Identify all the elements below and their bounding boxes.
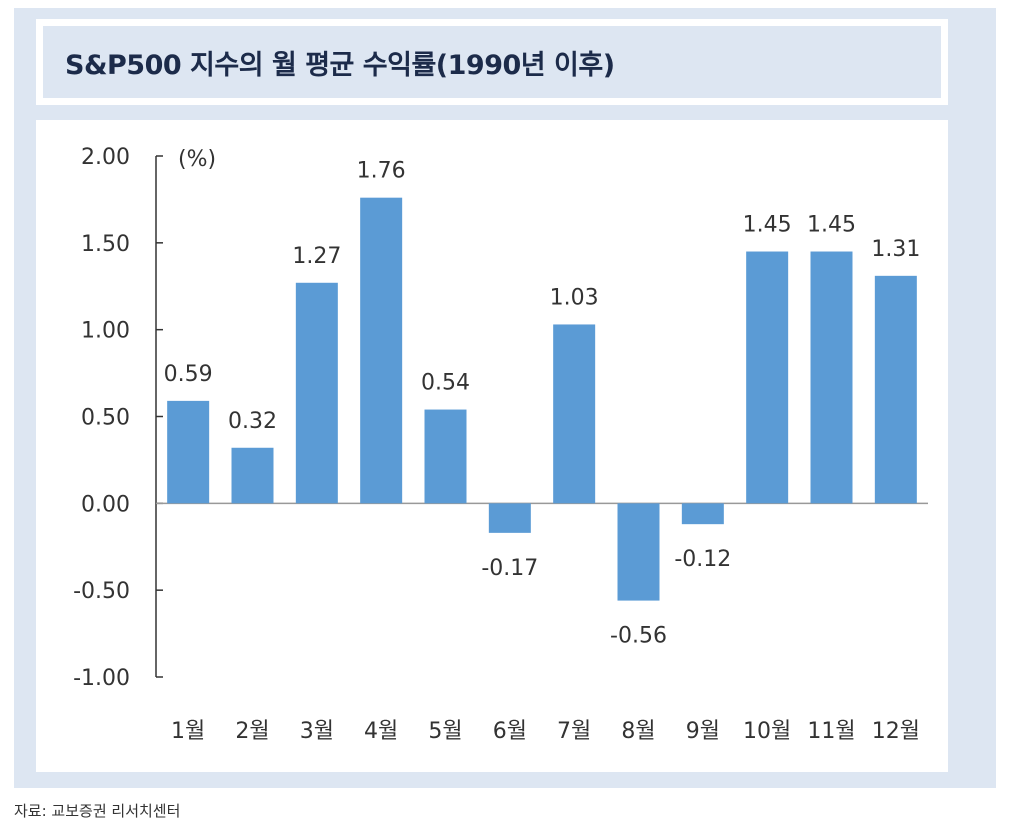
bar [488,503,531,533]
y-tick-label: 0.50 [81,406,130,431]
x-tick-label: 4월 [364,719,398,744]
data-label: 1.03 [550,285,599,310]
x-tick-label: 2월 [235,719,269,744]
data-label: -0.12 [674,547,731,572]
x-tick-label: 9월 [686,719,720,744]
y-tick-label: -0.50 [73,579,130,604]
data-label: 1.27 [292,244,341,269]
bar [874,275,917,504]
y-tick-label: 2.00 [81,145,130,170]
y-axis-unit-label: (%) [178,147,216,172]
data-label: -0.17 [481,556,538,581]
x-tick-label: 1월 [171,719,205,744]
data-label: 1.45 [807,213,856,238]
data-label: 0.32 [228,409,277,434]
y-tick-label: 1.00 [81,319,130,344]
bar [231,447,274,504]
bar [424,409,467,504]
data-label: 0.54 [421,371,470,396]
data-label: -0.56 [610,624,667,649]
bar [360,197,403,504]
data-label: 1.31 [871,237,920,262]
bar [681,503,724,525]
y-tick-label: 1.50 [81,232,130,257]
chart-title: S&P500 지수의 월 평균 수익률(1990년 이후) [65,49,615,81]
data-label: 1.76 [357,159,406,184]
bar [553,324,596,504]
bar-chart: -1.00 -0.50 0.00 0.50 1.00 1.50 2.00 (%) 0.59 1월 0… [73,145,928,744]
plot-area: -1.00 -0.50 0.00 0.50 1.00 1.50 2.00 (%) 0.59 1월 0… [36,120,948,772]
bar [167,400,210,504]
data-label: 0.59 [164,362,213,387]
y-tick-label: -1.00 [73,666,130,691]
source-note: 자료: 교보증권 리서치센터 [14,802,181,820]
title-banner: S&P500 지수의 월 평균 수익률(1990년 이후) [43,26,941,98]
bar [295,282,338,504]
x-tick-label: 12월 [872,719,920,744]
x-tick-label: 11월 [807,719,855,744]
bar [810,251,853,504]
y-tick-label: 0.00 [81,492,130,517]
title-box: S&P500 지수의 월 평균 수익률(1990년 이후) [36,19,948,105]
x-tick-label: 8월 [621,719,655,744]
bar [746,251,789,504]
x-tick-label: 6월 [493,719,527,744]
data-label: 1.45 [743,213,792,238]
x-tick-label: 10월 [743,719,791,744]
x-tick-label: 7월 [557,719,591,744]
bar [617,503,660,601]
x-tick-label: 5월 [428,719,462,744]
x-tick-label: 3월 [300,719,334,744]
